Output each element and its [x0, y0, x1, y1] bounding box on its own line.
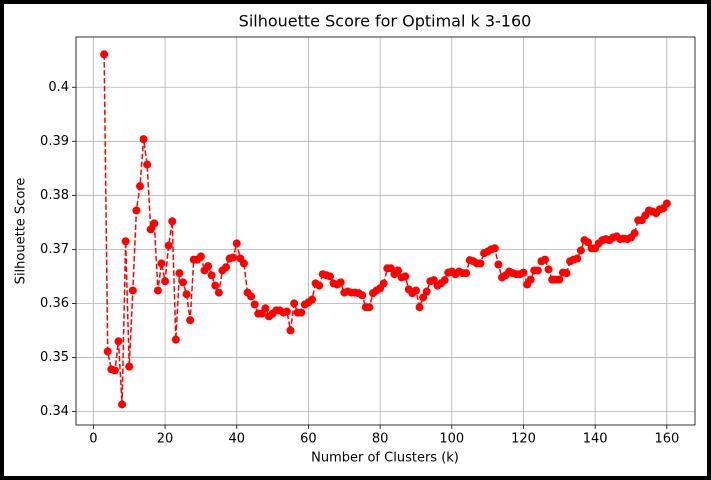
- data-point: [222, 263, 231, 272]
- data-point: [358, 291, 367, 300]
- plot-frame: [75, 36, 696, 426]
- data-point: [132, 206, 141, 215]
- data-point: [232, 239, 241, 248]
- data-point: [562, 269, 571, 278]
- data-point: [168, 217, 177, 226]
- data-point: [282, 307, 291, 316]
- x-axis-label: Number of Clusters (k): [311, 451, 459, 466]
- y-tick-label: 0.38: [40, 188, 69, 203]
- data-point: [150, 219, 159, 228]
- data-point: [250, 300, 259, 309]
- data-point: [164, 241, 173, 250]
- y-tick-label: 0.37: [40, 242, 69, 257]
- data-point: [401, 272, 410, 281]
- data-point: [110, 366, 119, 375]
- data-point: [422, 287, 431, 296]
- x-tick-label: 0: [89, 432, 97, 447]
- x-tick-label: 20: [157, 432, 174, 447]
- x-tick-label: 140: [583, 432, 608, 447]
- data-point: [365, 303, 374, 312]
- x-tick-label: 160: [654, 432, 679, 447]
- x-tick-label: 80: [372, 432, 389, 447]
- data-point: [325, 272, 334, 281]
- data-point: [211, 281, 220, 290]
- data-point: [121, 237, 130, 246]
- data-point: [297, 308, 306, 317]
- data-point: [214, 288, 223, 297]
- data-point: [128, 286, 137, 295]
- data-point: [157, 259, 166, 268]
- data-point: [394, 266, 403, 275]
- data-point: [100, 50, 109, 59]
- data-point: [286, 326, 295, 335]
- data-point: [540, 255, 549, 264]
- data-point: [247, 292, 256, 301]
- data-point: [125, 362, 134, 371]
- data-point: [519, 268, 528, 277]
- data-point: [239, 259, 248, 268]
- data-point: [207, 271, 216, 280]
- data-point: [135, 182, 144, 191]
- data-point: [494, 260, 503, 269]
- data-point: [630, 229, 639, 238]
- data-point: [533, 266, 542, 275]
- y-tick-label: 0.34: [40, 404, 69, 419]
- data-point: [462, 269, 471, 278]
- x-tick-label: 100: [439, 432, 464, 447]
- y-tick-label: 0.39: [40, 134, 69, 149]
- data-point: [308, 295, 317, 304]
- data-point: [490, 244, 499, 253]
- data-point: [336, 278, 345, 287]
- y-tick-label: 0.36: [40, 296, 69, 311]
- data-point: [555, 275, 564, 284]
- data-point: [576, 246, 585, 255]
- y-tick-label: 0.4: [48, 80, 69, 95]
- data-point: [114, 337, 123, 346]
- data-point: [153, 286, 162, 295]
- data-point: [415, 303, 424, 312]
- data-point: [379, 279, 388, 288]
- chart-title: Silhouette Score for Optimal k 3-160: [239, 12, 532, 31]
- data-point: [171, 335, 180, 344]
- x-tick-label: 60: [300, 432, 317, 447]
- data-point: [229, 253, 238, 262]
- data-point: [544, 265, 553, 274]
- x-tick-label: 120: [511, 432, 536, 447]
- data-point: [103, 347, 112, 356]
- data-point: [143, 160, 152, 169]
- data-point: [161, 277, 170, 286]
- data-point: [261, 304, 270, 313]
- data-point: [440, 276, 449, 285]
- data-point: [186, 316, 195, 325]
- data-point: [584, 238, 593, 247]
- data-point: [386, 264, 395, 273]
- data-point: [196, 252, 205, 261]
- data-point: [175, 269, 184, 278]
- x-tick-label: 40: [228, 432, 245, 447]
- data-point: [182, 290, 191, 299]
- data-point: [315, 281, 324, 290]
- data-point: [146, 225, 155, 234]
- data-point: [290, 299, 299, 308]
- data-point: [118, 400, 127, 409]
- data-point: [139, 135, 148, 144]
- data-point: [411, 286, 420, 295]
- data-point: [476, 259, 485, 268]
- data-point: [419, 293, 428, 302]
- data-point: [178, 278, 187, 287]
- data-point: [526, 275, 535, 284]
- data-point: [573, 254, 582, 263]
- data-point: [204, 262, 213, 271]
- data-point: [662, 199, 671, 208]
- y-axis-label: Silhouette Score: [14, 178, 29, 285]
- y-tick-label: 0.35: [40, 350, 69, 365]
